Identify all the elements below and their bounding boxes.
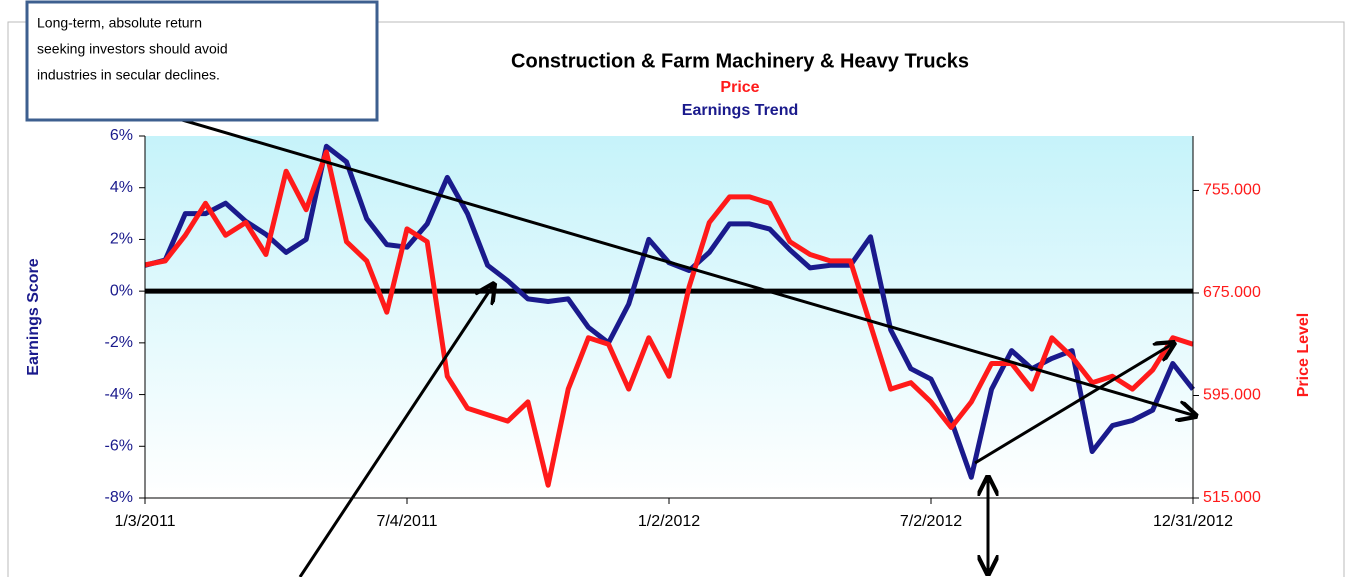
x-tick-label: 12/31/2012 [1153,513,1233,530]
y-tick-label: 2% [110,231,133,248]
x-tick-label: 7/2/2012 [900,513,962,530]
chart-subtitle: Earnings Trend [682,102,798,119]
x-tick-label: 7/4/2011 [376,513,437,530]
annotation-text: Long-term, absolute return [37,15,202,31]
y2-tick-label: 515.000 [1203,489,1261,506]
y2-tick-label: 675.000 [1203,284,1261,301]
y2-tick-label: 755.000 [1203,182,1261,199]
y-tick-label: -2% [105,334,133,351]
y-axis-label: Earnings Score [25,258,42,375]
arrow [298,284,494,578]
chart-subtitle: Price [720,79,759,96]
annotation-box [25,0,379,122]
plot-area [145,136,1193,498]
x-tick-label: 1/3/2011 [114,513,175,530]
y-tick-label: 4% [110,179,133,196]
y-tick-label: 6% [110,127,133,144]
arrow [164,113,1196,416]
arrow [974,343,1174,465]
x-tick-label: 1/2/2012 [638,513,700,530]
y-tick-label: -8% [105,489,133,506]
series-line [144,149,1194,488]
y-tick-label: -6% [105,438,133,455]
y2-axis-label: Price Level [1295,313,1312,398]
y-tick-label: -4% [105,386,133,403]
annotation-text: seeking investors should avoid [37,41,228,57]
y2-tick-label: 595.000 [1203,387,1261,404]
annotation-text: industries in secular declines. [37,67,220,83]
chart-title: Construction & Farm Machinery & Heavy Tr… [511,50,969,72]
y-tick-label: 0% [110,282,133,299]
